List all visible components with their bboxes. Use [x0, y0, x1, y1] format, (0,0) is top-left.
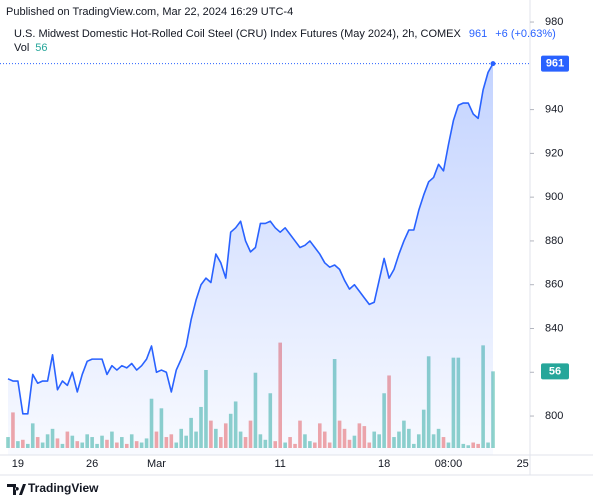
- y-tick-label: 940: [545, 104, 563, 116]
- volume-legend: Vol 56: [14, 42, 48, 54]
- published-note: Published on TradingView.com, Mar 22, 20…: [6, 6, 293, 18]
- legend-title: U.S. Midwest Domestic Hot-Rolled Coil St…: [14, 28, 556, 40]
- x-tick-label: 11: [274, 458, 285, 470]
- price-line: [7, 63, 494, 415]
- last-price-dot: [490, 61, 496, 67]
- x-tick-label: 19: [12, 458, 24, 470]
- x-tick-label: Mar: [147, 458, 166, 470]
- volume-name: Vol: [14, 42, 29, 54]
- y-tick-label: 860: [545, 279, 563, 291]
- last-price: 961: [469, 28, 487, 40]
- y-tick-label: 920: [545, 147, 563, 159]
- y-tick-label: 800: [545, 410, 563, 422]
- y-tick-label: 840: [545, 322, 563, 334]
- price-area: [8, 63, 493, 455]
- volume-badge-label: 56: [549, 365, 561, 377]
- x-tick-label: 18: [378, 458, 390, 470]
- last-price-badge: [541, 55, 569, 72]
- brand-logo: [7, 484, 26, 495]
- volume-badge: [541, 363, 569, 380]
- x-tick-label: 25: [517, 458, 529, 470]
- y-tick-label: 880: [545, 235, 563, 247]
- price-change: +6 (+0.63%): [495, 28, 556, 40]
- title: U.S. Midwest Domestic Hot-Rolled Coil St…: [14, 28, 462, 40]
- volume-bar: [6, 437, 10, 448]
- volume-last: 56: [35, 42, 47, 54]
- x-tick-label: 08:00: [435, 458, 463, 470]
- x-tick-label: 26: [86, 458, 98, 470]
- y-tick-label: 980: [545, 16, 563, 28]
- brand-name: TradingView: [28, 481, 99, 495]
- plot-area: [0, 61, 530, 455]
- last-price-badge-label: 961: [546, 58, 564, 70]
- y-tick-label: 900: [545, 191, 563, 203]
